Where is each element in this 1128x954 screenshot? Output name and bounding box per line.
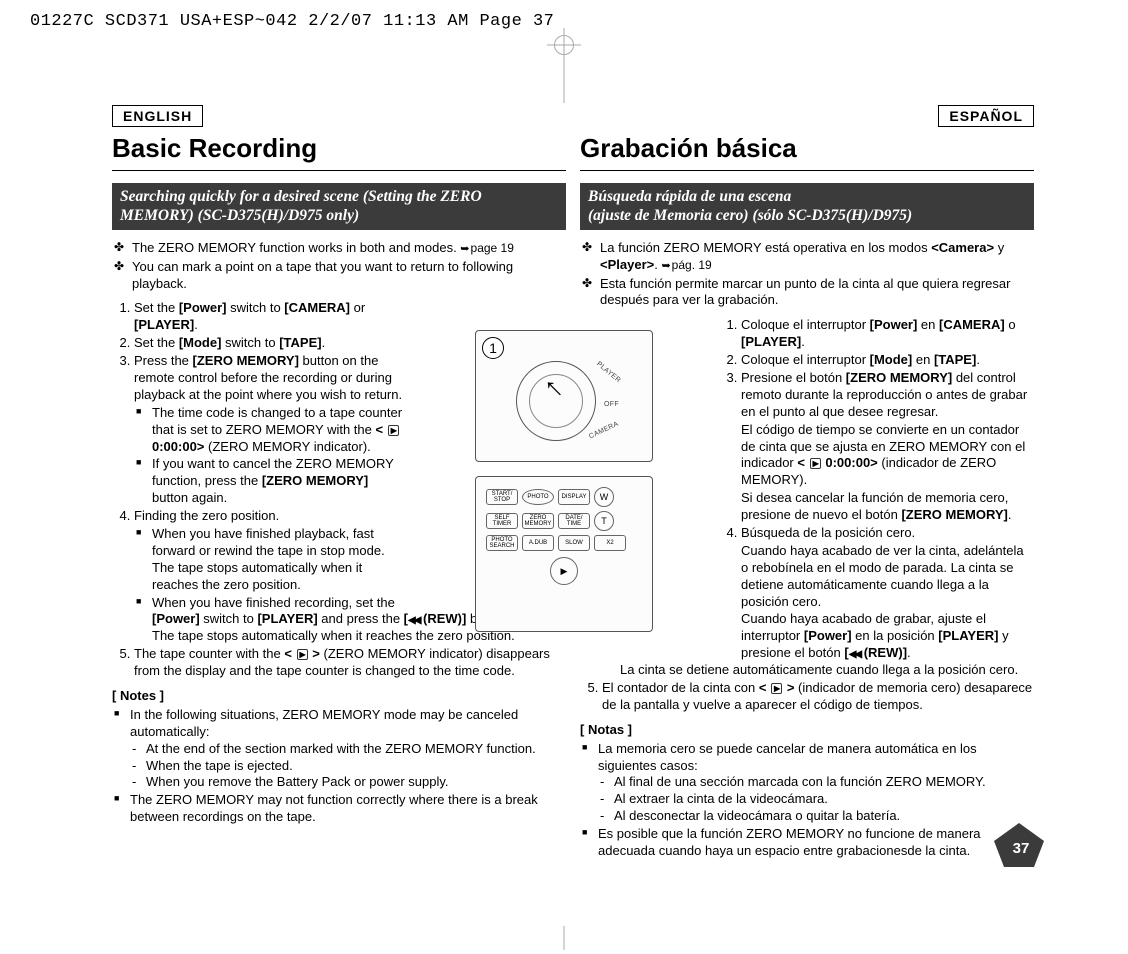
- list-item: La función ZERO MEMORY está operativa en…: [600, 240, 1034, 274]
- remote-btn-t: T: [594, 511, 614, 531]
- list-item: El contador de la cinta con < > (indicad…: [602, 680, 1034, 714]
- diagram-bubble-1: 1: [482, 337, 504, 359]
- remote-btn-play: ▶: [550, 557, 578, 585]
- title-english: Basic Recording: [112, 133, 566, 164]
- list-item: Es posible que la función ZERO MEMORY no…: [598, 826, 1034, 860]
- list-item: The ZERO MEMORY function works in both a…: [132, 240, 566, 257]
- page-number: 37: [992, 821, 1046, 869]
- remote-btn-start-stop: START/ STOP: [486, 489, 518, 505]
- list-item: La memoria cero se puede cancelar de man…: [598, 741, 1034, 825]
- notes-list-spanish: La memoria cero se puede cancelar de man…: [580, 741, 1034, 860]
- notes-header-english: [ Notes ]: [112, 688, 566, 705]
- list-item: The ZERO MEMORY may not function correct…: [130, 792, 566, 826]
- remote-row-2: SELF TIMER ZERO MEMORY DATE/ TIME: [486, 513, 590, 529]
- notes-header-spanish: [ Notas ]: [580, 722, 1034, 739]
- remote-btn-display: DISPLAY: [558, 489, 590, 505]
- list-item: You can mark a point on a tape that you …: [132, 259, 566, 293]
- remote-btn-photo: PHOTO: [522, 489, 554, 505]
- title-spanish: Grabación básica: [580, 133, 1034, 164]
- remote-row-1: START/ STOP PHOTO DISPLAY: [486, 489, 590, 505]
- remote-btn-self-timer: SELF TIMER: [486, 513, 518, 529]
- list-item: The tape counter with the < > (ZERO MEMO…: [134, 646, 566, 680]
- lang-tag-spanish: ESPAÑOL: [938, 105, 1034, 127]
- label-off: OFF: [604, 401, 619, 408]
- remote-btn-w: W: [594, 487, 614, 507]
- remote-btn-x2: X2: [594, 535, 626, 551]
- diagram-remote: START/ STOP PHOTO DISPLAY W SELF TIMER Z…: [475, 476, 653, 632]
- diagram-power-switch: 1 ↑ PLAYER OFF CAMERA: [475, 330, 653, 462]
- list-item: In the following situations, ZERO MEMORY…: [130, 707, 566, 791]
- notes-list-english: In the following situations, ZERO MEMORY…: [112, 707, 566, 826]
- print-job-header: 01227C SCD371 USA+ESP~042 2/2/07 11:13 A…: [30, 12, 554, 31]
- spine-line-bottom: [564, 926, 565, 950]
- title-rule: [112, 170, 566, 171]
- section-subheader-english: Searching quickly for a desired scene (S…: [112, 183, 566, 230]
- remote-btn-slow: SLOW: [558, 535, 590, 551]
- intro-list-spanish: La función ZERO MEMORY está operativa en…: [580, 240, 1034, 310]
- label-camera: CAMERA: [588, 421, 620, 441]
- remote-btn-photo-search: PHOTO SEARCH: [486, 535, 518, 551]
- spine-line-top: [564, 73, 565, 103]
- intro-list-english: The ZERO MEMORY function works in both a…: [112, 240, 566, 293]
- remote-row-3: PHOTO SEARCH A.DUB SLOW X2: [486, 535, 626, 551]
- page-number-badge: 37: [992, 821, 1046, 869]
- title-rule: [580, 170, 1034, 171]
- label-player: PLAYER: [595, 361, 622, 385]
- registration-mark: [0, 35, 1128, 55]
- remote-btn-zero-memory: ZERO MEMORY: [522, 513, 554, 529]
- list-item: Búsqueda de la posición cero.Cuando haya…: [602, 525, 1034, 679]
- section-subheader-spanish: Búsqueda rápida de una escena(ajuste de …: [580, 183, 1034, 230]
- remote-btn-adub: A.DUB: [522, 535, 554, 551]
- remote-btn-date-time: DATE/ TIME: [558, 513, 590, 529]
- center-diagrams: 1 ↑ PLAYER OFF CAMERA START/ STOP PHOTO …: [475, 330, 653, 646]
- list-item: Esta función permite marcar un punto de …: [600, 276, 1034, 310]
- lang-tag-english: ENGLISH: [112, 105, 203, 127]
